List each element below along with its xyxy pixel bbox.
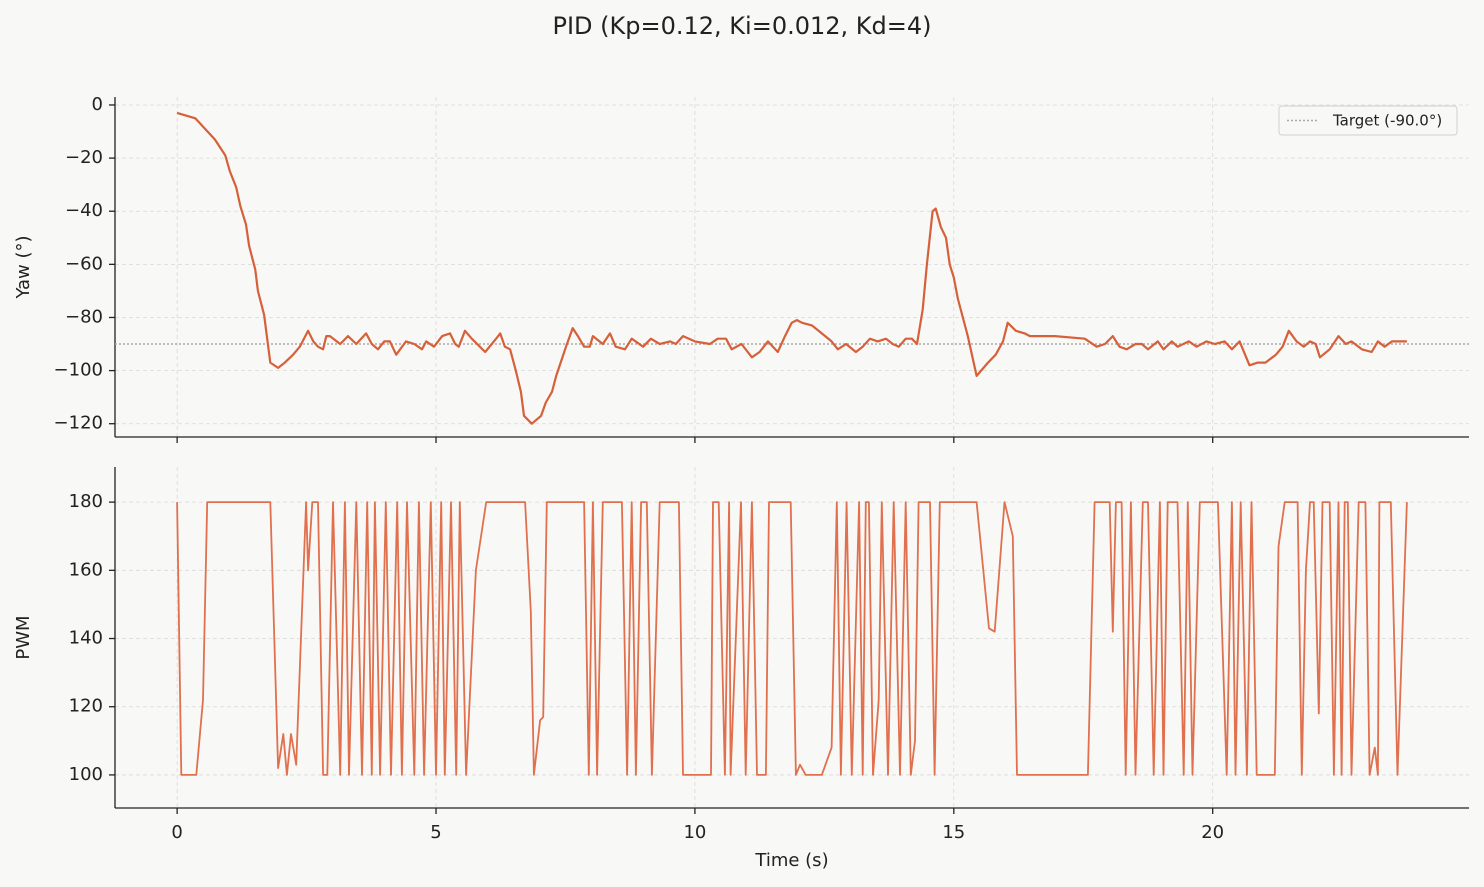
series-line [176, 111, 1407, 425]
legend-box [1278, 105, 1458, 136]
figure-title: PID (Kp=0.12, Ki=0.012, Kd=4) [553, 12, 932, 40]
y-tick-label: −20 [65, 147, 103, 168]
y-tick-label: 120 [69, 696, 103, 717]
y-tick-label: −120 [54, 413, 103, 434]
x-tick-label: 10 [683, 822, 706, 843]
x-tick-label: 15 [942, 822, 965, 843]
x-tick-label: 0 [171, 822, 182, 843]
x-tick-label: 5 [430, 822, 441, 843]
y-tick-label: 0 [92, 94, 103, 115]
y-tick-label: −40 [65, 200, 103, 221]
series-line [176, 501, 1408, 776]
y-tick-label: −100 [54, 360, 103, 381]
x-tick-label: 20 [1201, 822, 1224, 843]
x-axis-label: Time (s) [754, 850, 828, 871]
y-axis-label: PWM [13, 615, 34, 659]
y-tick-label: −80 [65, 306, 103, 327]
y-tick-label: 160 [69, 559, 103, 580]
y-tick-label: 180 [69, 491, 103, 512]
y-axis-label: Yaw (°) [13, 235, 34, 299]
legend: Target (-90.0°) [1278, 105, 1458, 136]
legend-label: Target (-90.0°) [1332, 112, 1442, 130]
y-tick-label: 140 [69, 628, 103, 649]
y-tick-label: −60 [65, 253, 103, 274]
y-tick-label: 100 [69, 764, 103, 785]
